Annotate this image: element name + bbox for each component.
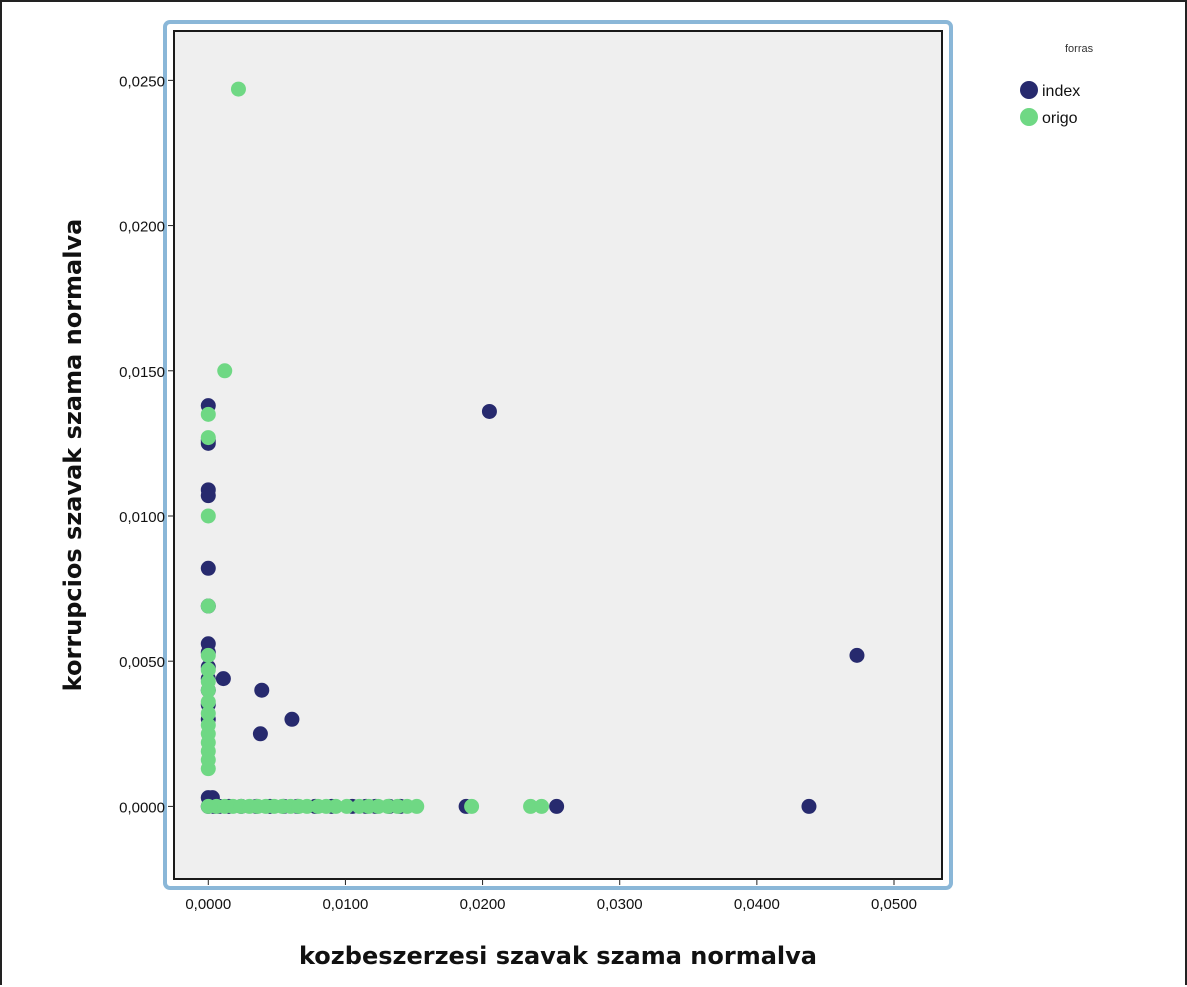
data-point-index (549, 798, 565, 814)
data-point-index (200, 488, 216, 504)
plot-area (163, 20, 953, 890)
data-point-index (200, 560, 216, 576)
x-tick-label: 0,0400 (734, 896, 780, 913)
data-point-origo (200, 508, 216, 524)
data-point-origo (464, 798, 480, 814)
y-tick-label: 0,0050 (119, 654, 165, 671)
y-tick-label: 0,0000 (119, 799, 165, 816)
legend-label-index: index (1042, 83, 1080, 100)
plot-outer-frame (163, 20, 953, 890)
data-point-origo (299, 798, 315, 814)
y-tick-label: 0,0150 (119, 364, 165, 381)
data-point-origo (409, 798, 425, 814)
y-tick-label: 0,0200 (119, 219, 165, 236)
data-point-index (252, 726, 268, 742)
data-point-index (801, 798, 817, 814)
data-point-index (254, 682, 270, 698)
data-point-origo (534, 798, 550, 814)
legend-label-origo: origo (1042, 110, 1078, 127)
data-point-origo (200, 406, 216, 422)
data-point-origo (339, 798, 355, 814)
x-tick-label: 0,0200 (460, 896, 506, 913)
data-point-index (481, 403, 497, 419)
data-point-origo (230, 81, 246, 97)
data-point-origo (200, 694, 216, 710)
data-point-index (284, 711, 300, 727)
legend-swatch-origo (1020, 108, 1038, 126)
data-point-origo (200, 598, 216, 614)
x-tick-label: 0,0000 (185, 896, 231, 913)
x-axis-title: kozbeszerzesi szavak szama normalva (299, 942, 817, 970)
data-point-index (849, 647, 865, 663)
data-point-origo (328, 798, 344, 814)
legend-swatch-index (1020, 81, 1038, 99)
axes: 0,0000 0,0050 0,0100 0,0150 0,0200 0,0250 0,00… (119, 73, 917, 913)
y-tick-label: 0,0100 (119, 509, 165, 526)
data-point-origo (200, 705, 216, 721)
x-tick-label: 0,0100 (322, 896, 368, 913)
data-point-origo (523, 798, 539, 814)
y-axis-title: korrupcios szavak szama normalva (59, 219, 87, 692)
data-point-origo (200, 662, 216, 678)
data-point-origo (200, 682, 216, 698)
data-points (200, 81, 865, 814)
x-tick-label: 0,0300 (597, 896, 643, 913)
data-point-index (215, 671, 231, 687)
legend-title: forras (1065, 43, 1094, 55)
legend: forras index origo (1020, 43, 1094, 127)
data-point-origo (200, 430, 216, 446)
data-point-origo (200, 761, 216, 777)
plot-background (173, 30, 943, 880)
y-tick-label: 0,0250 (119, 73, 165, 90)
data-point-origo (200, 647, 216, 663)
data-point-origo (217, 363, 233, 379)
series-origo (200, 81, 550, 814)
x-tick-label: 0,0500 (871, 896, 917, 913)
